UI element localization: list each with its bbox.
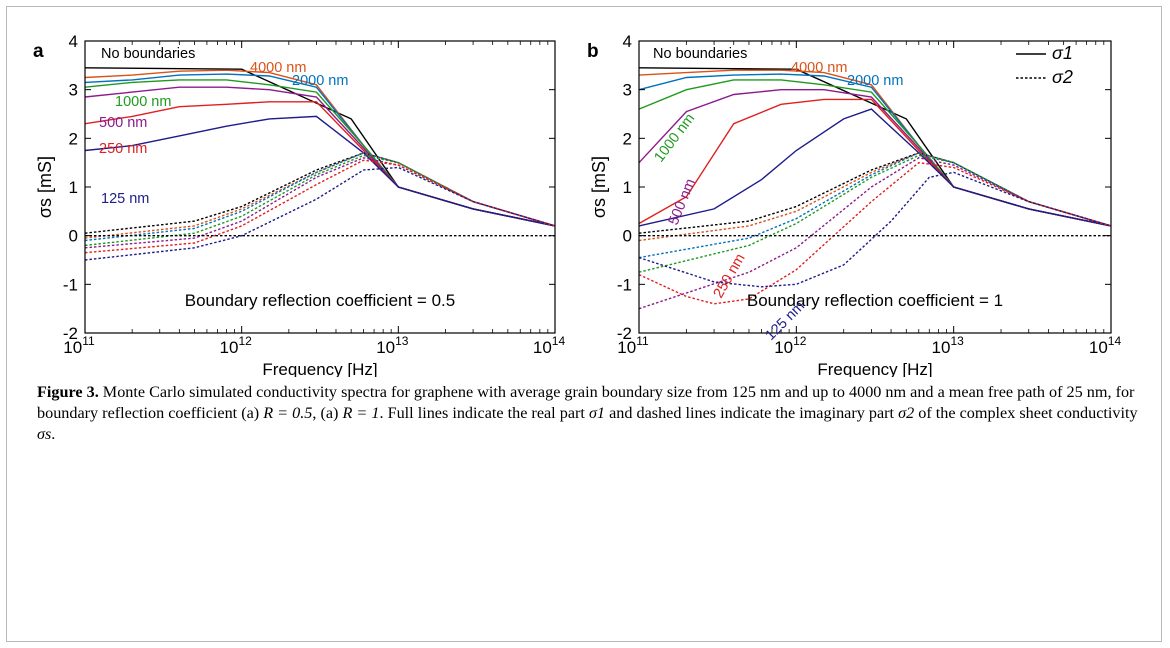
caption-text: of the complex sheet conductivity [914,404,1138,422]
series-line-sigma2 [84,159,556,254]
series-line-sigma2 [638,161,1112,305]
y-axis-label: σs [mS] [35,156,55,218]
y-tick-label: -1 [63,275,78,294]
caption-math: R = 1 [342,404,380,422]
x-tick-exponent: 14 [552,334,566,348]
caption-math: σs [37,425,52,443]
curve-label: No boundaries [101,46,195,62]
y-tick-label: -2 [63,324,78,343]
figure-caption: Figure 3. Monte Carlo simulated conducti… [37,382,1147,445]
curve-label: 250 nm [711,251,749,301]
caption-math: σ2 [898,404,915,422]
series-line-sigma2 [84,152,556,239]
y-tick-label: 0 [623,227,632,246]
figure-container: -2 -1 0 1 2 3 4 1011 1012 1013 1014 Frequency [Hz] σ… [6,6,1162,642]
caption-text: Monte Carlo simulated conductivity spect… [37,383,1135,422]
curve-label: No boundaries [653,46,747,62]
x-tick-exponent: 12 [793,334,807,348]
panel-label: a [33,41,44,62]
y-tick-label: 3 [623,81,632,100]
caption-text: . [51,425,56,443]
x-tick-label: 1013 [376,334,409,357]
y-tick-label: -2 [617,324,632,343]
series-line-sigma1 [84,115,556,227]
series-line-sigma1 [638,98,1112,227]
series-line-sigma2 [638,154,1112,273]
y-tick-label: 3 [69,81,78,100]
series-line-sigma2 [638,157,1112,310]
x-tick-exponent: 13 [950,334,964,348]
y-tick-label: 2 [623,129,632,148]
caption-text: . Full lines indicate the real part [379,404,589,422]
series-line-sigma2 [84,152,556,242]
legend-label: σ2 [1052,67,1073,87]
curve-label: 1000 nm [651,111,698,166]
panel-label: b [587,41,599,62]
x-tick-label: 1014 [533,334,566,357]
caption-math: σ1 [588,404,606,422]
curve-label: 500 nm [99,115,147,131]
x-tick-label: 1012 [220,334,253,357]
annotation-text: Boundary reflection coefficient = 0.5 [185,291,455,310]
curve-label: 125 nm [101,191,149,207]
curve-label: 4000 nm [791,60,847,76]
x-tick-exponent: 14 [1108,334,1122,348]
x-axis-label: Frequency [Hz] [817,360,932,377]
x-tick-exponent: 11 [636,334,649,348]
curve-label: 2000 nm [292,73,348,89]
curve-label: 500 nm [666,177,699,228]
curve-label: 250 nm [99,141,147,157]
y-tick-label: 0 [69,227,78,246]
series-line-sigma2 [84,166,556,261]
legend-label: σ1 [1052,43,1073,63]
x-tick-exponent: 13 [395,334,409,348]
series-line-sigma2 [84,152,556,234]
y-tick-label: 1 [623,178,632,197]
series-line-sigma1 [638,69,1112,227]
curve-label: 1000 nm [115,94,171,110]
x-tick-label: 1014 [1089,334,1122,357]
series-line-sigma1 [638,108,1112,227]
annotation-text: Boundary reflection coefficient = 1 [747,291,1003,310]
x-tick-exponent: 11 [82,334,95,348]
series-line-sigma2 [638,152,1112,259]
x-tick-label: 1011 [617,334,649,357]
series-line-sigma2 [638,152,1112,242]
y-tick-label: 1 [69,178,78,197]
x-axis-label: Frequency [Hz] [262,360,377,377]
y-tick-label: 4 [69,32,78,51]
caption-text: and dashed lines indicate the imaginary … [605,404,899,422]
y-tick-label: 2 [69,129,78,148]
series-line-sigma2 [84,154,556,247]
curve-label: 2000 nm [847,73,903,89]
series-line-sigma2 [638,152,1112,234]
curve-label: 4000 nm [250,60,306,76]
y-tick-label: -1 [617,275,632,294]
series-line-sigma2 [638,171,1112,288]
y-axis-label: σs [mS] [589,156,609,218]
series-line-sigma1 [84,101,556,227]
x-tick-label: 1013 [932,334,965,357]
caption-math: R = 0.5 [263,404,313,422]
y-tick-label: 4 [623,32,632,51]
caption-text: , (a) [312,404,343,422]
x-tick-exponent: 12 [238,334,252,348]
caption-label: Figure 3. [37,383,99,401]
x-tick-label: 1011 [63,334,95,357]
